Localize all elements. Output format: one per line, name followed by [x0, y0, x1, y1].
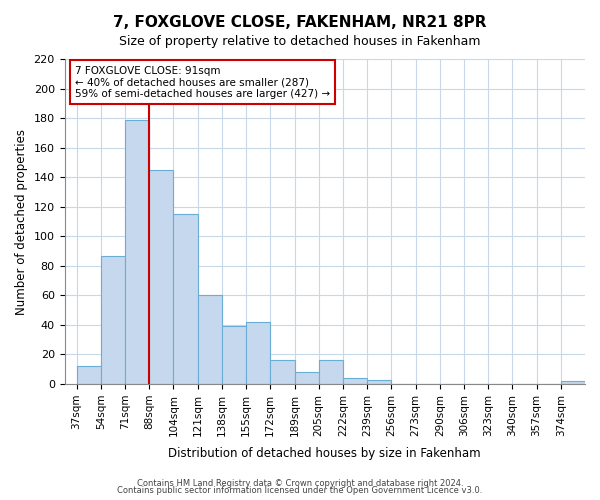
Text: Size of property relative to detached houses in Fakenham: Size of property relative to detached ho…: [119, 35, 481, 48]
Bar: [295, 372, 319, 384]
Bar: [319, 360, 343, 384]
Text: Contains public sector information licensed under the Open Government Licence v3: Contains public sector information licen…: [118, 486, 482, 495]
Bar: [149, 170, 173, 384]
Text: 7 FOXGLOVE CLOSE: 91sqm
← 40% of detached houses are smaller (287)
59% of semi-d: 7 FOXGLOVE CLOSE: 91sqm ← 40% of detache…: [75, 66, 330, 98]
Bar: [222, 326, 246, 384]
Bar: [561, 381, 585, 384]
X-axis label: Distribution of detached houses by size in Fakenham: Distribution of detached houses by size …: [169, 447, 481, 460]
Y-axis label: Number of detached properties: Number of detached properties: [15, 128, 28, 314]
Bar: [101, 256, 125, 384]
Bar: [367, 380, 391, 384]
Text: 7, FOXGLOVE CLOSE, FAKENHAM, NR21 8PR: 7, FOXGLOVE CLOSE, FAKENHAM, NR21 8PR: [113, 15, 487, 30]
Text: Contains HM Land Registry data © Crown copyright and database right 2024.: Contains HM Land Registry data © Crown c…: [137, 478, 463, 488]
Bar: [173, 214, 197, 384]
Bar: [197, 296, 222, 384]
Bar: [125, 120, 149, 384]
Bar: [270, 360, 295, 384]
Bar: [77, 366, 101, 384]
Bar: [343, 378, 367, 384]
Bar: [246, 322, 270, 384]
